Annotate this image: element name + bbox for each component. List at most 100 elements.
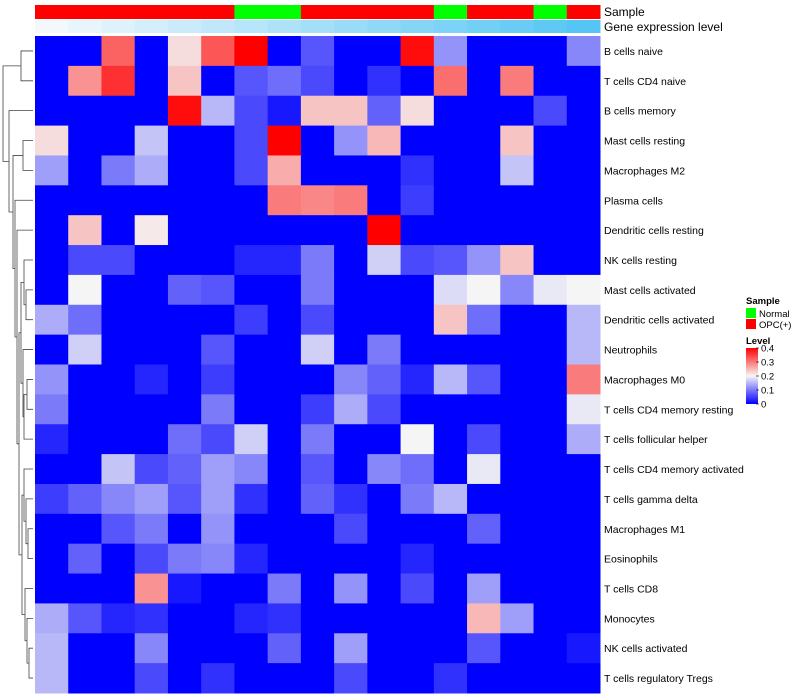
heatmap-cell xyxy=(35,304,69,336)
heatmap-cell xyxy=(367,95,402,127)
heatmap-cell xyxy=(300,483,335,515)
heatmap-cell xyxy=(234,364,269,395)
heatmap-cell xyxy=(367,245,402,276)
heatmap-cell xyxy=(334,454,368,485)
heatmap-cell xyxy=(267,155,302,186)
heatmap-cell xyxy=(334,36,368,67)
heatmap-cell xyxy=(101,603,136,634)
heatmap-cell xyxy=(134,215,169,246)
heatmap-cell xyxy=(134,573,169,604)
row-label: T cells CD4 memory resting xyxy=(604,404,733,416)
heatmap-cell xyxy=(234,155,269,186)
heatmap-cell xyxy=(201,185,235,216)
heatmap-cell xyxy=(566,304,601,336)
heatmap-cell xyxy=(300,603,335,634)
heatmap-cell xyxy=(68,454,102,485)
heatmap-cell xyxy=(167,185,202,216)
heatmap-cell xyxy=(400,125,435,156)
heatmap-cell xyxy=(334,65,368,97)
level-annotation-cell xyxy=(35,20,69,33)
heatmap-cell xyxy=(68,65,102,97)
row-label: T cells regulatory Tregs xyxy=(604,673,713,685)
heatmap-cell xyxy=(68,155,102,186)
heatmap-cell xyxy=(400,633,435,664)
row-label: T cells CD8 xyxy=(604,583,658,595)
heatmap-cell xyxy=(134,513,169,545)
heatmap-cell xyxy=(300,95,335,127)
sample-annotation-cell xyxy=(267,5,302,19)
level-annotation-cell xyxy=(566,20,601,33)
heatmap-cell xyxy=(367,215,402,246)
heatmap-cell xyxy=(533,543,568,575)
legend-level-tick-label: 0.1 xyxy=(761,386,774,397)
heatmap-cell xyxy=(167,454,202,485)
heatmap-cell xyxy=(467,65,501,97)
heatmap-cell xyxy=(300,513,335,545)
heatmap-cell xyxy=(533,334,568,365)
heatmap-cell xyxy=(334,215,368,246)
dendrogram-branch xyxy=(23,393,33,440)
heatmap-cell xyxy=(68,215,102,246)
heatmap-cell xyxy=(533,215,568,246)
heatmap-cell xyxy=(101,334,136,365)
heatmap-cell xyxy=(35,245,69,276)
heatmap-cell xyxy=(500,454,535,485)
row-label: Mast cells resting xyxy=(604,136,685,148)
heatmap-cell xyxy=(267,603,302,634)
heatmap-cell xyxy=(400,36,435,67)
row-label: B cells memory xyxy=(604,106,677,118)
heatmap-cell xyxy=(300,65,335,97)
heatmap-cell xyxy=(201,483,235,515)
heatmap-cell xyxy=(167,215,202,246)
heatmap-cell xyxy=(101,65,136,97)
heatmap-cell xyxy=(167,274,202,306)
heatmap-cell xyxy=(467,125,501,156)
heatmap-cell xyxy=(134,155,169,186)
heatmap-cell xyxy=(201,573,235,604)
level-annotation-label: Gene expression level xyxy=(604,20,723,34)
heatmap-cell xyxy=(334,95,368,127)
heatmap-cell xyxy=(433,633,468,664)
heatmap-cell xyxy=(367,663,402,694)
heatmap-cell xyxy=(500,633,535,664)
heatmap-cell xyxy=(566,483,601,515)
heatmap-cell xyxy=(433,364,468,395)
heatmap-cell xyxy=(500,513,535,545)
heatmap-cell xyxy=(234,573,269,604)
heatmap-cell xyxy=(400,364,435,395)
heatmap-cell xyxy=(300,633,335,664)
level-annotation-cell xyxy=(134,20,169,33)
heatmap-cell xyxy=(134,125,169,156)
heatmap-cell xyxy=(367,573,402,604)
level-annotation-cell xyxy=(533,20,568,33)
row-label: Macrophages M0 xyxy=(604,374,685,386)
heatmap-cell xyxy=(68,245,102,276)
heatmap-cell xyxy=(467,36,501,67)
heatmap-cell xyxy=(533,125,568,156)
heatmap-cell xyxy=(500,364,535,395)
heatmap-cell xyxy=(101,394,136,425)
heatmap-cell xyxy=(367,125,402,156)
heatmap-cell xyxy=(68,185,102,216)
heatmap-cell xyxy=(101,155,136,186)
heatmap-cell xyxy=(35,633,69,664)
heatmap-cell xyxy=(367,65,402,97)
heatmap-cell xyxy=(68,36,102,67)
heatmap-cell xyxy=(267,573,302,604)
heatmap-cell xyxy=(533,663,568,694)
sample-annotation-cell xyxy=(334,5,368,19)
heatmap-cell xyxy=(35,125,69,156)
heatmap-cell xyxy=(400,334,435,365)
heatmap-cell xyxy=(300,424,335,455)
heatmap-cell xyxy=(35,36,69,67)
heatmap-cell xyxy=(533,36,568,67)
heatmap-cell xyxy=(201,95,235,127)
heatmap-cell xyxy=(101,274,136,306)
heatmap-cell xyxy=(35,215,69,246)
heatmap-cell xyxy=(433,36,468,67)
heatmap-cell xyxy=(433,245,468,276)
heatmap-cell xyxy=(433,513,468,545)
heatmap-cell xyxy=(566,364,601,395)
